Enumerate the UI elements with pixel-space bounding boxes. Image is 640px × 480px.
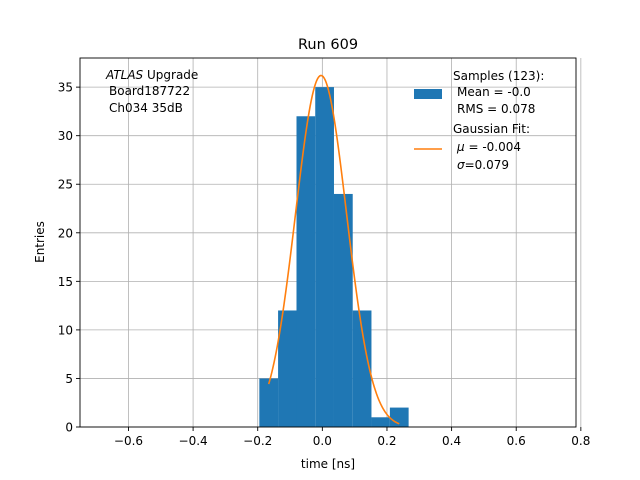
legend-fit-sigma: σ=0.079 [457, 158, 509, 172]
annotation-upgrade: Upgrade [143, 68, 198, 82]
x-tick-label: 0.2 [377, 434, 396, 448]
legend-sigma-symbol: σ [457, 158, 465, 172]
histogram-bar [352, 310, 372, 427]
gaussian-fit-curve [267, 74, 400, 425]
x-tick-label: −0.4 [179, 434, 208, 448]
x-tick-label: 0.6 [507, 434, 526, 448]
x-tick-label: 0.4 [442, 434, 461, 448]
y-axis-ticks: 0 5 10 15 20 25 30 35 [58, 81, 80, 435]
histogram-bar [333, 193, 353, 427]
histogram-bar [315, 87, 334, 427]
y-tick-label: 30 [58, 129, 73, 143]
legend-samples-line-2: Mean = -0.0 [457, 85, 531, 99]
legend-samples-swatch [414, 89, 442, 99]
legend-fit-title: Gaussian Fit: [453, 122, 530, 136]
x-tick-label: 0.0 [313, 434, 332, 448]
annotation-line-3: Ch034 35dB [109, 101, 183, 115]
legend-samples-line-3: RMS = 0.078 [457, 102, 535, 116]
annotation-line-1: ATLAS Upgrade [105, 68, 198, 82]
x-tick-label: 0.8 [571, 434, 590, 448]
legend-sigma-value: =0.079 [465, 158, 509, 172]
legend-mu-symbol: μ [456, 140, 465, 154]
histogram-bar [278, 310, 297, 427]
histogram-bar [389, 407, 409, 427]
y-tick-label: 0 [65, 421, 73, 435]
histogram-bar [296, 116, 316, 428]
legend-fit-mu: μ = -0.004 [456, 140, 521, 154]
plot-frame [79, 57, 577, 428]
x-axis-label: time [ns] [301, 457, 355, 471]
histogram-bars [259, 87, 409, 428]
x-tick-label: −0.2 [243, 434, 272, 448]
annotation-line-2: Board187722 [109, 84, 190, 98]
chart-title: Run 609 [298, 37, 358, 53]
y-tick-label: 35 [58, 81, 73, 95]
y-tick-label: 5 [65, 372, 73, 386]
y-axis-label: Entries [33, 221, 47, 263]
histogram-bar [371, 417, 390, 427]
y-tick-label: 15 [58, 275, 73, 289]
legend-samples-line-1: Samples (123): [453, 69, 544, 83]
x-tick-label: −0.6 [114, 434, 143, 448]
y-tick-label: 10 [58, 323, 73, 337]
annotation-atlas: ATLAS [105, 68, 144, 82]
y-tick-label: 20 [58, 226, 73, 240]
annotation-box: ATLAS Upgrade Board187722 Ch034 35dB [105, 68, 198, 115]
legend: Samples (123): Mean = -0.0 RMS = 0.078 G… [414, 69, 544, 172]
y-tick-label: 25 [58, 178, 73, 192]
legend-mu-value: = -0.004 [465, 140, 521, 154]
histogram-bar [259, 378, 279, 427]
x-axis-ticks: −0.6 −0.4 −0.2 0.0 0.2 0.4 0.6 0.8 [114, 427, 590, 448]
